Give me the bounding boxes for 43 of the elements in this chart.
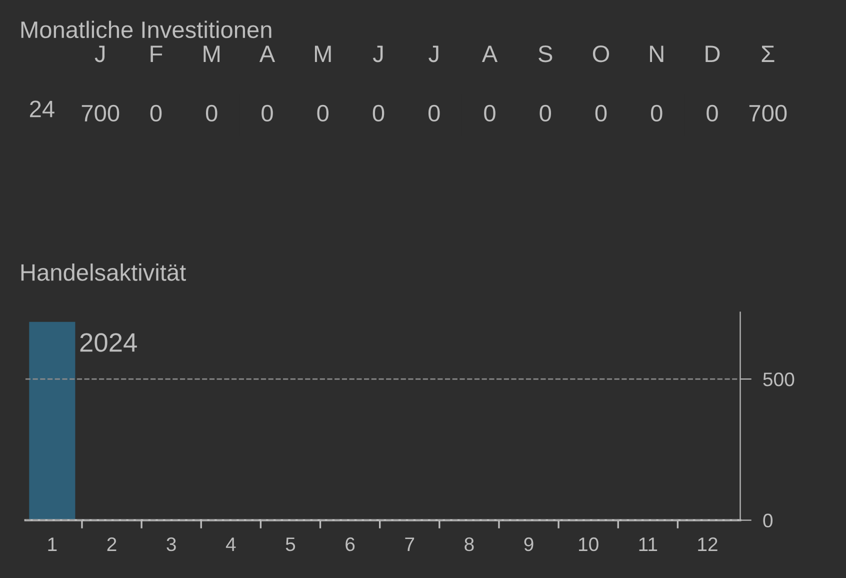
x-tick-label: 8 [464, 537, 474, 552]
x-tick-label: 4 [226, 538, 236, 551]
x-tick-label: 11 [639, 538, 658, 551]
x-tick-label: A [482, 46, 498, 62]
y-tick-label: 500 [763, 372, 794, 386]
x-tick-label: 7 [405, 538, 414, 551]
data-label: 0 [317, 104, 329, 122]
x-tick-label: 10 [579, 537, 598, 552]
x-tick-label: 5 [286, 538, 296, 552]
x-tick-label: 9 [524, 537, 534, 552]
x-tick-label: J [372, 46, 383, 62]
data-label: 0 [540, 104, 552, 122]
x-tick-label: S [538, 45, 552, 62]
x-tick-label: A [259, 46, 276, 62]
x-tick-label: O [592, 45, 610, 62]
data-label: 0 [372, 104, 384, 122]
x-tick-label: 1 [48, 538, 57, 551]
x-tick-label: 3 [166, 537, 176, 552]
data-label: 0 [595, 104, 607, 122]
x-tick-label: 6 [346, 537, 355, 552]
series-label: 2024 [80, 333, 137, 352]
data-label: 0 [150, 104, 162, 122]
x-tick-label: F [150, 46, 162, 62]
y-tick-label: 24 [30, 100, 54, 118]
data-label: 700 [82, 104, 120, 122]
chart-title: Handelsaktivität [21, 264, 186, 281]
x-tick-label: N [650, 46, 664, 62]
x-tick-label: J [94, 46, 105, 62]
data-label: 0 [650, 104, 662, 122]
data-label: 0 [706, 104, 718, 122]
x-tick-label: Σ [762, 46, 774, 62]
x-tick-label: J [428, 46, 438, 62]
x-tick-label: D [706, 46, 720, 62]
x-tick-label: 12 [698, 537, 718, 551]
data-label: 0 [262, 104, 273, 122]
chart-title: Monatliche Investitionen [21, 20, 272, 38]
x-tick-label: M [314, 46, 331, 62]
data-label: 0 [428, 104, 440, 122]
data-label: 0 [206, 104, 218, 122]
data-label: 700 [749, 104, 787, 122]
x-tick-label: M [204, 46, 220, 62]
data-label: 0 [484, 104, 496, 122]
x-tick-label: 2 [107, 537, 116, 551]
